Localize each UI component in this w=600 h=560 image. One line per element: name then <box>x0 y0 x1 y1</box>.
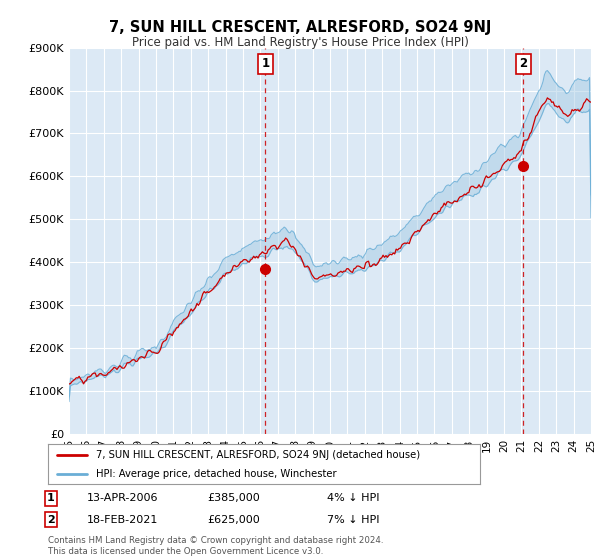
Text: 4% ↓ HPI: 4% ↓ HPI <box>327 493 380 503</box>
Text: 1: 1 <box>261 57 269 70</box>
Text: 7, SUN HILL CRESCENT, ALRESFORD, SO24 9NJ (detached house): 7, SUN HILL CRESCENT, ALRESFORD, SO24 9N… <box>95 450 419 460</box>
Text: 18-FEB-2021: 18-FEB-2021 <box>87 515 158 525</box>
Text: 2: 2 <box>47 515 55 525</box>
Text: £625,000: £625,000 <box>207 515 260 525</box>
Text: 2: 2 <box>520 57 527 70</box>
Text: £385,000: £385,000 <box>207 493 260 503</box>
Text: 7% ↓ HPI: 7% ↓ HPI <box>327 515 380 525</box>
Text: Contains HM Land Registry data © Crown copyright and database right 2024.
This d: Contains HM Land Registry data © Crown c… <box>48 536 383 556</box>
Text: 1: 1 <box>47 493 55 503</box>
Text: HPI: Average price, detached house, Winchester: HPI: Average price, detached house, Winc… <box>95 469 336 479</box>
Text: 7, SUN HILL CRESCENT, ALRESFORD, SO24 9NJ: 7, SUN HILL CRESCENT, ALRESFORD, SO24 9N… <box>109 20 491 35</box>
Text: 13-APR-2006: 13-APR-2006 <box>87 493 158 503</box>
Text: Price paid vs. HM Land Registry's House Price Index (HPI): Price paid vs. HM Land Registry's House … <box>131 36 469 49</box>
